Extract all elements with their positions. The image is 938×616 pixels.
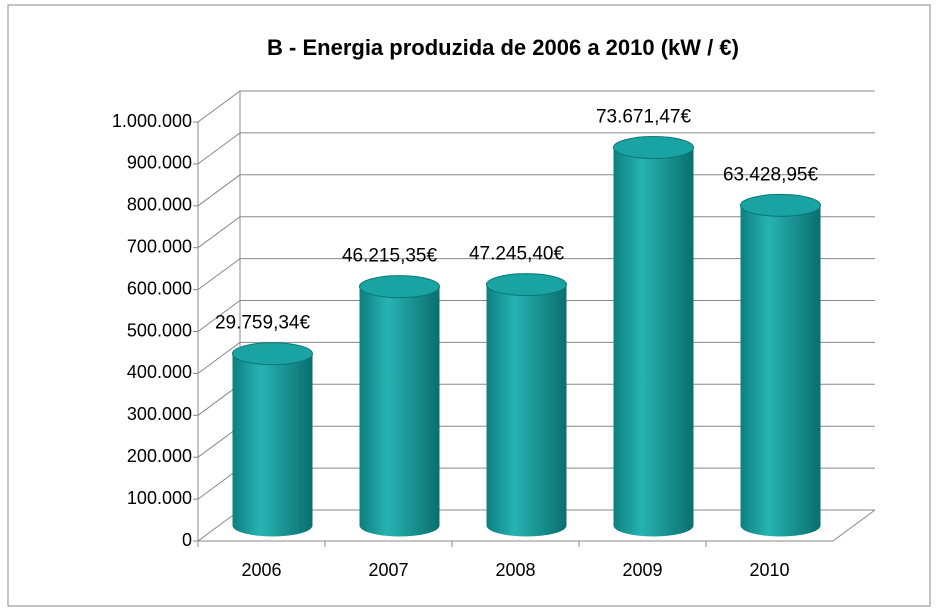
y-tick-label: 300.000 <box>127 404 192 424</box>
bar-top <box>486 273 567 297</box>
bar <box>232 353 313 537</box>
grid-line <box>197 132 875 165</box>
x-tick-label: 2009 <box>622 560 662 580</box>
bar <box>740 205 821 537</box>
bar-top <box>359 275 440 299</box>
grid-line <box>197 90 875 123</box>
y-tick-label: 600.000 <box>127 278 192 298</box>
floor-right <box>832 509 876 542</box>
bar-top <box>232 342 313 366</box>
x-tick-label: 2008 <box>495 560 535 580</box>
annotation: 46.215,35€ <box>342 246 438 267</box>
y-tick-label: 0 <box>182 530 192 550</box>
x-tick-label: 2010 <box>749 560 789 580</box>
y-tick-label: 500.000 <box>127 320 192 340</box>
y-tick-label: 700.000 <box>127 236 192 256</box>
annotation: 63.428,95€ <box>723 164 819 185</box>
bar-top <box>740 193 821 217</box>
annotation: 29.759,34€ <box>215 313 311 334</box>
annotation: 73.671,47€ <box>596 107 692 128</box>
y-tick-label: 1.000.000 <box>112 111 192 131</box>
chart-title: B - Energia produzida de 2006 a 2010 (kW… <box>267 35 739 60</box>
x-tick-label: 2006 <box>241 560 281 580</box>
bar <box>486 284 567 537</box>
y-tick-label: 900.000 <box>127 153 192 173</box>
bar-top <box>613 136 694 160</box>
y-tick-label: 200.000 <box>127 446 192 466</box>
bar <box>359 286 440 537</box>
y-tick-label: 400.000 <box>127 362 192 382</box>
y-tick-label: 800.000 <box>127 195 192 215</box>
x-tick-label: 2007 <box>368 560 408 580</box>
y-tick-label: 100.000 <box>127 488 192 508</box>
annotation: 47.245,40€ <box>469 244 565 265</box>
bar <box>613 147 694 537</box>
